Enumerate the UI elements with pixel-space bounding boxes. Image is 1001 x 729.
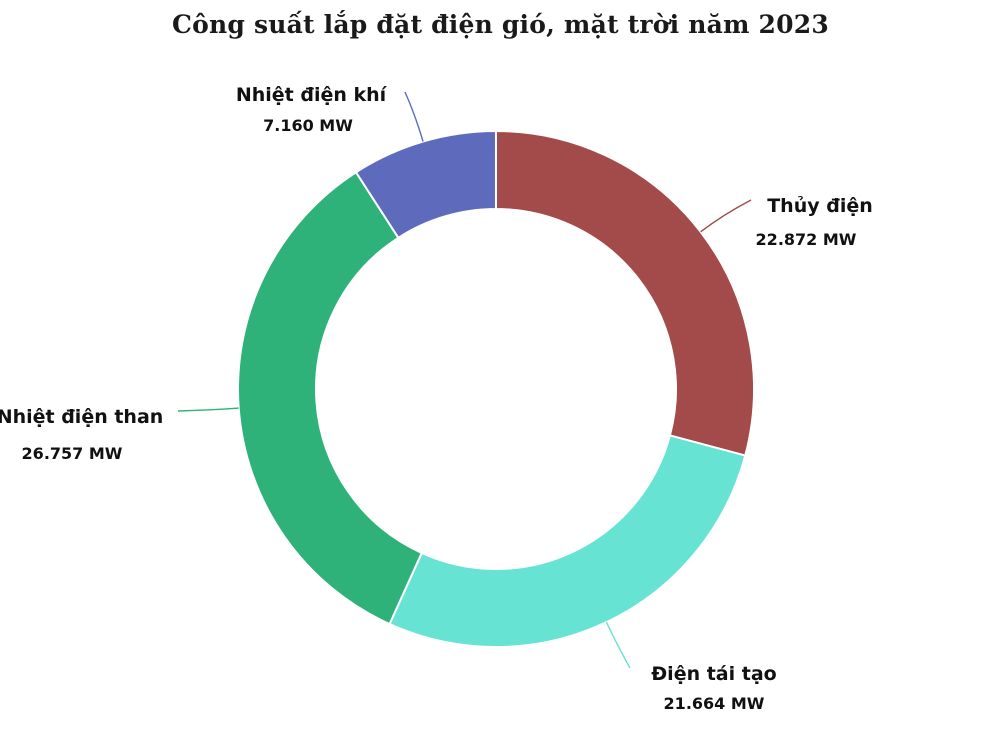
leader-lines — [177, 91, 752, 669]
slice-thuy-dien[interactable] — [495, 129, 755, 457]
slice-label-nhiet-dien-khi: Nhiệt điện khí — [236, 84, 388, 106]
leader-line-nhiet-dien-than — [177, 407, 239, 412]
slice-nhiet-dien-than[interactable] — [237, 170, 424, 626]
slice-labels: Thủy điện 22.872 MW Điện tái tạo 21.664 MW N… — [0, 82, 875, 713]
donut-slices — [237, 129, 755, 648]
slice-value-nhiet-dien-than: 26.757 MW — [22, 444, 123, 463]
chart-title: Công suất lắp đặt điện gió, mặt trời năm… — [172, 10, 829, 39]
slice-value-nhiet-dien-khi: 7.160 MW — [263, 116, 353, 135]
leader-line-thuy-dien — [700, 199, 752, 233]
slice-label-thuy-dien: Thủy điện — [767, 195, 873, 217]
slice-label-dien-tai-tao: Điện tái tạo — [651, 663, 776, 685]
slice-value-dien-tai-tao: 21.664 MW — [664, 694, 765, 713]
slice-label-nhiet-dien-than: Nhiệt điện than — [0, 406, 163, 428]
leader-line-dien-tai-tao — [605, 621, 631, 669]
slice-dien-tai-tao[interactable] — [388, 434, 747, 648]
leader-line-nhiet-dien-khi — [404, 91, 424, 142]
slice-nhiet-dien-khi[interactable] — [354, 129, 497, 240]
slice-value-thuy-dien: 22.872 MW — [756, 230, 857, 249]
